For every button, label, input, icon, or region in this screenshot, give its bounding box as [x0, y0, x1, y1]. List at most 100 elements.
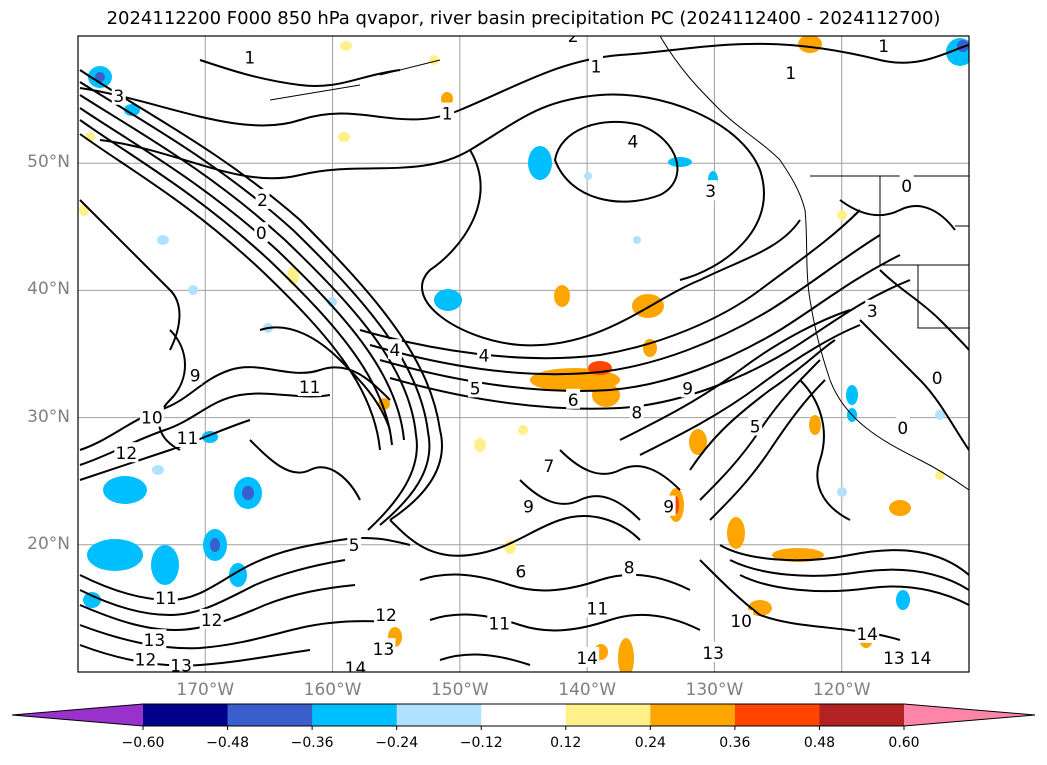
contour-label: 6 — [516, 563, 527, 583]
contour-label-bg — [477, 344, 492, 365]
colorbar — [11, 703, 1036, 730]
contour-label-bg — [111, 84, 126, 105]
contour-label: 11 — [299, 378, 321, 398]
contour-label: 13 — [144, 631, 166, 651]
contour-label: 10 — [141, 409, 163, 429]
contour-label: 9 — [190, 367, 201, 387]
colorbar-segment — [565, 704, 651, 726]
lon-tick-label: 130°W — [685, 680, 744, 700]
colorbar-segment — [650, 704, 736, 726]
contour-label: 14 — [910, 649, 932, 669]
contour-label-bg — [783, 61, 798, 82]
contour-label-bg — [142, 629, 167, 650]
contour-label-bg — [908, 647, 933, 668]
lat-tick-label: 40°N — [27, 279, 70, 300]
contour-label: 1 — [878, 37, 889, 57]
colorbar-tick-label: 0.60 — [888, 735, 920, 751]
contour-label: 4 — [628, 133, 639, 153]
contour-label-bg — [930, 367, 945, 388]
contour-label: 5 — [470, 379, 481, 399]
contour-label-bg — [139, 406, 164, 427]
contour-label: 5 — [750, 418, 761, 438]
colorbar-tick-label: 0.48 — [803, 735, 836, 751]
contour-label: 12 — [116, 444, 138, 464]
colorbar-segment — [819, 704, 905, 726]
contour-label-bg — [703, 180, 718, 201]
contour-label: 12 — [201, 611, 223, 631]
contour-label: 13 — [170, 657, 192, 677]
contour-label: 4 — [479, 346, 490, 366]
lon-tick-label: 170°W — [176, 680, 235, 700]
contour-label: 7 — [544, 457, 555, 477]
contour-label-bg — [566, 36, 581, 45]
contour-label: 1 — [244, 49, 255, 69]
colorbar-tick-label: 0.36 — [719, 735, 751, 751]
colorbar-segment — [143, 704, 229, 726]
contour-label-bg — [680, 377, 695, 398]
contour-label-bg — [899, 175, 914, 196]
contour-label: 2 — [257, 191, 268, 211]
contour-label-bg — [114, 442, 139, 463]
contour-label: 14 — [576, 649, 598, 669]
colorbar-segment — [396, 704, 482, 726]
lon-tick-label: 150°W — [430, 680, 489, 700]
contour-label-bg — [440, 102, 455, 123]
contour-label: 8 — [624, 559, 635, 579]
contour-label: 0 — [256, 224, 267, 244]
contour-label-bg — [661, 495, 676, 516]
contour-label: 8 — [631, 404, 642, 424]
contour-label-bg — [521, 495, 536, 516]
contour-label-bg — [188, 364, 203, 385]
contour-label: 1 — [442, 105, 453, 125]
contour-label-bg — [585, 597, 610, 618]
contour-label-bg — [297, 376, 322, 397]
colorbar-tick-label: −0.60 — [121, 735, 165, 751]
contour-label: 6 — [568, 391, 579, 411]
contour-label: 9 — [682, 379, 693, 399]
lat-tick-label: 20°N — [27, 533, 70, 554]
contour-label-bg — [855, 622, 880, 643]
contour-label: 11 — [155, 589, 177, 609]
map-frame — [77, 35, 970, 673]
contour-label: 11 — [587, 599, 609, 619]
colorbar-segment — [227, 704, 313, 726]
coastlines — [269, 36, 969, 491]
contour-label-bg — [541, 454, 556, 475]
contour-label: 12 — [135, 650, 157, 670]
contour-label: 0 — [897, 419, 908, 439]
colorbar-tick-label: 0.12 — [550, 735, 582, 751]
contour-label-bg — [343, 657, 368, 672]
contour-label: 9 — [663, 498, 674, 518]
contour-label-bg — [729, 610, 754, 631]
contour-label-bg — [622, 556, 637, 577]
colorbar-tick-label: 0.24 — [634, 735, 666, 751]
colorbar-tick-label: −0.12 — [459, 735, 503, 751]
contour-label-bg — [865, 299, 880, 320]
contour-label: 13 — [883, 649, 905, 669]
colorbar-tick-label: −0.48 — [206, 735, 249, 751]
contour-label: 12 — [375, 606, 397, 626]
contour-label: 3 — [113, 87, 124, 107]
contour-label-bg — [575, 647, 600, 668]
contour-label-bg — [371, 638, 396, 659]
contour-label-bg — [487, 612, 512, 633]
contour-label-bg — [468, 377, 483, 398]
contour-label-bg — [701, 641, 726, 662]
colorbar-segment — [312, 704, 398, 726]
colorbar-segment — [481, 704, 567, 726]
contour-label: 10 — [730, 612, 752, 632]
contour-label-bg — [566, 388, 581, 409]
contour-label: 13 — [702, 644, 724, 664]
contour-label-bg — [589, 55, 604, 76]
contour-label-bg — [881, 647, 906, 668]
colorbar-segment — [734, 704, 820, 726]
contour-label-bg — [199, 608, 224, 629]
contour-label-bg — [347, 533, 362, 554]
lat-tick-label: 30°N — [27, 406, 70, 427]
contour-label-bg — [255, 189, 270, 210]
contour-label: 9 — [523, 498, 534, 518]
contour-label-bg — [169, 654, 194, 672]
contour-label: 11 — [488, 615, 510, 635]
